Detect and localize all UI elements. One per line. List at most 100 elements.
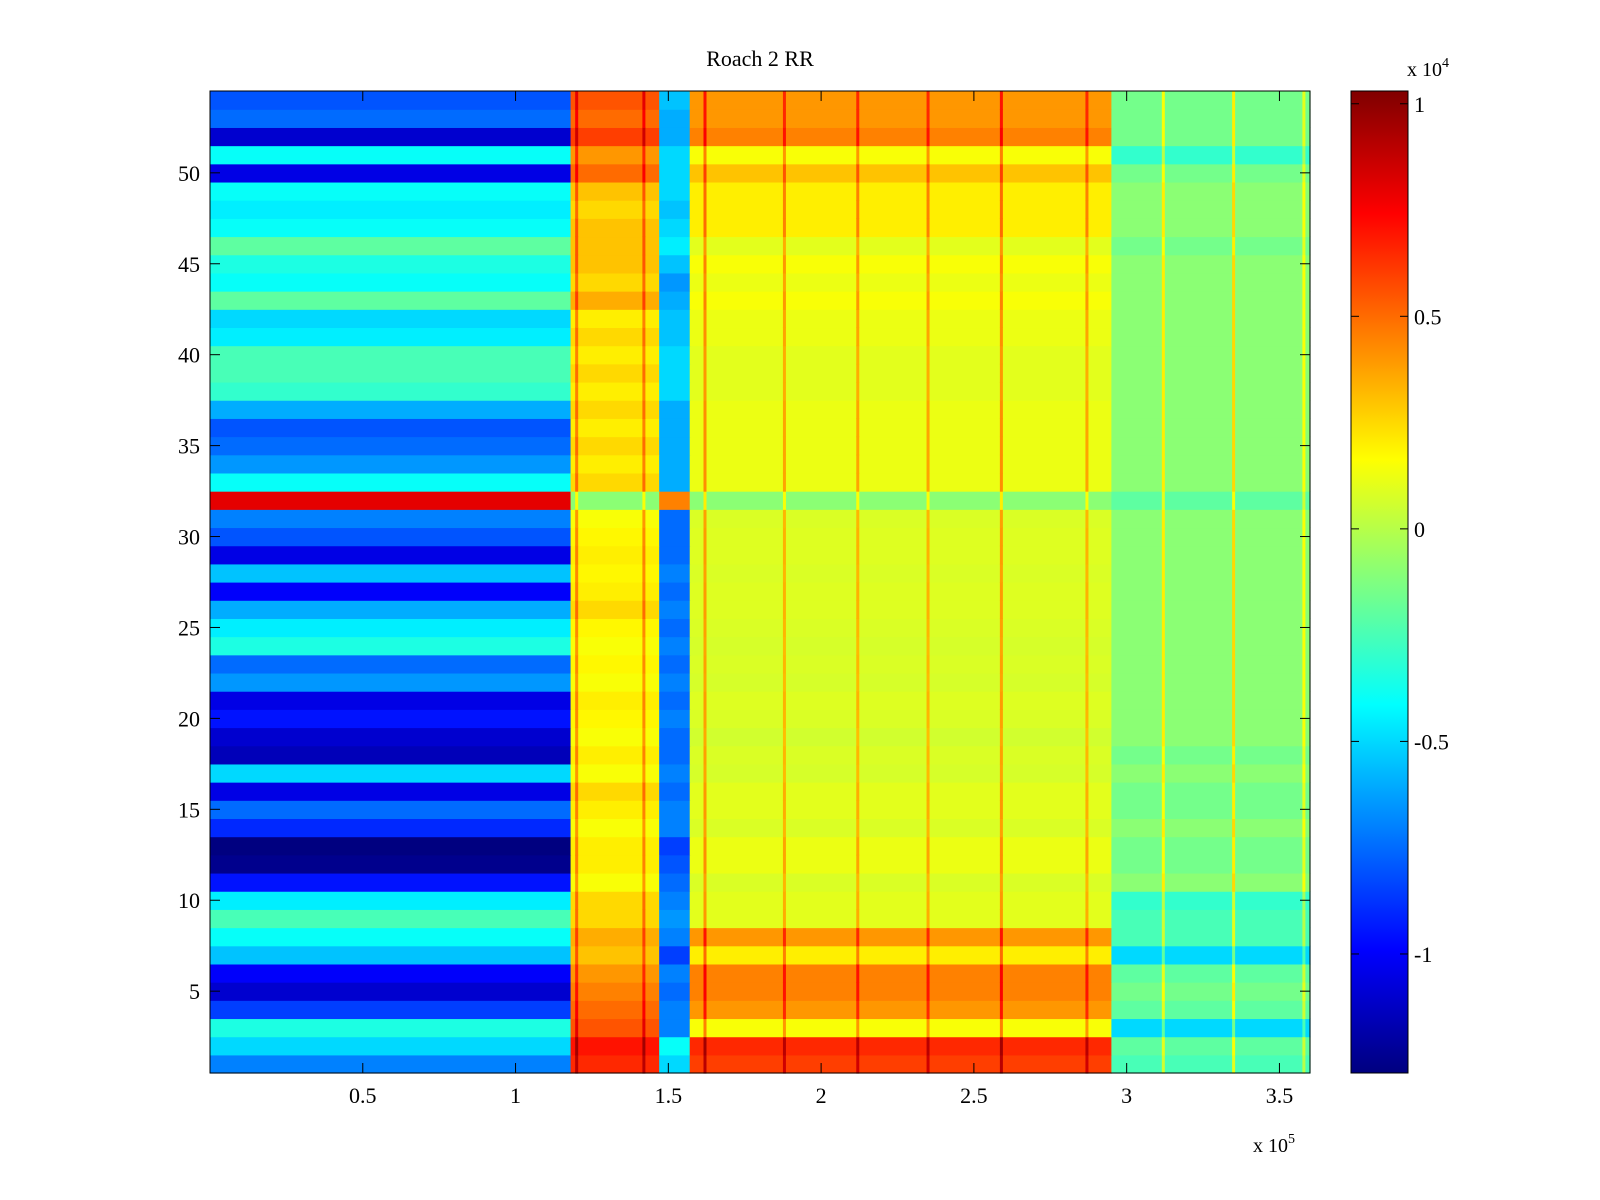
heatmap-streak	[926, 672, 930, 692]
heatmap-cell	[1111, 272, 1311, 292]
heatmap-cell	[210, 636, 572, 656]
heatmap-streak	[575, 782, 579, 801]
heatmap-cell	[1111, 745, 1311, 765]
heatmap-cell	[1111, 945, 1311, 965]
heatmap-streak	[1232, 91, 1236, 110]
heatmap-streak	[856, 836, 860, 856]
heatmap-streak	[926, 982, 930, 1001]
heatmap-cell	[689, 436, 1112, 456]
heatmap-streak	[703, 181, 707, 201]
heatmap-streak	[926, 418, 930, 438]
heatmap-streak	[1085, 1054, 1089, 1074]
heatmap-streak	[642, 218, 646, 238]
heatmap-streak	[575, 472, 579, 492]
heatmap-cell	[210, 727, 572, 747]
heatmap-streak	[782, 218, 786, 238]
heatmap-streak	[575, 400, 579, 419]
heatmap-streak	[642, 91, 646, 110]
heatmap-cell	[659, 800, 691, 820]
heatmap-streak	[782, 272, 786, 292]
heatmap-streak	[856, 891, 860, 910]
heatmap-streak	[926, 818, 930, 838]
heatmap-streak	[1302, 181, 1306, 201]
heatmap-streak	[1232, 709, 1236, 729]
heatmap-streak	[1161, 291, 1165, 310]
heatmap-streak	[1302, 763, 1306, 783]
heatmap-streak	[575, 636, 579, 656]
heatmap-streak	[856, 509, 860, 529]
heatmap-streak	[782, 563, 786, 583]
y-axis: 5 10 15 20 25 30 35 40 45 50	[178, 161, 1310, 1004]
heatmap-streak	[703, 872, 707, 892]
heatmap-streak	[782, 582, 786, 601]
heatmap-cell	[210, 454, 572, 474]
heatmap-cell	[659, 1054, 691, 1074]
x-tick-label: 1	[510, 1083, 521, 1108]
heatmap-streak	[1302, 563, 1306, 583]
heatmap-cell	[210, 363, 572, 383]
heatmap-cell	[1111, 309, 1311, 329]
heatmap-streak	[1161, 436, 1165, 456]
heatmap-streak	[856, 327, 860, 347]
heatmap-cell	[210, 1054, 572, 1074]
heatmap-streak	[1085, 527, 1089, 547]
heatmap-streak	[1161, 491, 1165, 510]
heatmap-streak	[1232, 872, 1236, 892]
heatmap-streak	[999, 363, 1003, 383]
heatmap-streak	[1085, 236, 1089, 256]
heatmap-streak	[1085, 91, 1089, 110]
y-tick-label: 35	[178, 434, 200, 459]
heatmap-cell	[570, 963, 660, 983]
heatmap-streak	[1161, 782, 1165, 801]
heatmap-streak	[575, 600, 579, 619]
heatmap-cell	[689, 327, 1112, 347]
heatmap-streak	[782, 672, 786, 692]
heatmap-streak	[1085, 363, 1089, 383]
heatmap-streak	[782, 327, 786, 347]
heatmap-streak	[782, 691, 786, 710]
heatmap-streak	[575, 745, 579, 765]
heatmap-streak	[926, 636, 930, 656]
y-tick-label: 5	[189, 979, 200, 1004]
heatmap-streak	[782, 472, 786, 492]
heatmap-streak	[782, 818, 786, 838]
heatmap-cell	[1111, 109, 1311, 128]
heatmap-streak	[856, 1000, 860, 1020]
heatmap-cell	[659, 527, 691, 547]
heatmap-cell	[659, 545, 691, 565]
heatmap-cell	[570, 400, 660, 419]
heatmap-cell	[210, 836, 572, 856]
heatmap-streak	[642, 272, 646, 292]
heatmap-streak	[999, 727, 1003, 747]
heatmap-streak	[1161, 418, 1165, 438]
heatmap-streak	[1161, 254, 1165, 274]
heatmap-streak	[999, 909, 1003, 929]
heatmap-cell	[689, 600, 1112, 619]
heatmap-streak	[926, 800, 930, 820]
heatmap-streak	[575, 454, 579, 474]
heatmap-cell	[210, 309, 572, 329]
heatmap-streak	[1161, 509, 1165, 529]
heatmap-streak	[856, 309, 860, 329]
heatmap-cell	[570, 927, 660, 947]
colorbar-tick-label: 1	[1414, 92, 1425, 117]
heatmap-streak	[926, 563, 930, 583]
heatmap-cell	[659, 727, 691, 747]
heatmap-streak	[856, 345, 860, 365]
heatmap-streak	[575, 945, 579, 965]
heatmap-cell	[1111, 418, 1311, 438]
heatmap-streak	[1302, 381, 1306, 401]
heatmap-streak	[782, 363, 786, 383]
heatmap-streak	[999, 109, 1003, 128]
heatmap-cell	[570, 345, 660, 365]
heatmap-streak	[575, 672, 579, 692]
heatmap-streak	[1232, 691, 1236, 710]
heatmap-cell	[689, 636, 1112, 656]
heatmap-cell	[659, 418, 691, 438]
heatmap-cell	[1111, 181, 1311, 201]
heatmap-cell	[659, 818, 691, 838]
heatmap-cell	[689, 854, 1112, 874]
heatmap-streak	[926, 527, 930, 547]
heatmap-cell	[570, 727, 660, 747]
heatmap-streak	[782, 200, 786, 219]
